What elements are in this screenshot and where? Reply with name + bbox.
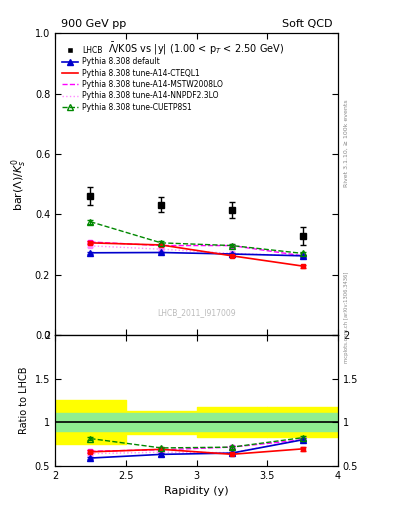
Text: LHCB_2011_I917009: LHCB_2011_I917009: [157, 308, 236, 317]
Text: Soft QCD: Soft QCD: [282, 19, 332, 29]
Legend: LHCB, Pythia 8.308 default, Pythia 8.308 tune-A14-CTEQL1, Pythia 8.308 tune-A14-: LHCB, Pythia 8.308 default, Pythia 8.308…: [62, 46, 223, 112]
Text: mcplots.cern.ch [arXiv:1306.3436]: mcplots.cern.ch [arXiv:1306.3436]: [344, 272, 349, 363]
Y-axis label: Ratio to LHCB: Ratio to LHCB: [19, 367, 29, 434]
Text: 900 GeV pp: 900 GeV pp: [61, 19, 126, 29]
Y-axis label: bar($\Lambda$)/$K^0_s$: bar($\Lambda$)/$K^0_s$: [9, 158, 29, 210]
Text: $\bar{\Lambda}$/K0S vs |y| (1.00 < p$_T$ < 2.50 GeV): $\bar{\Lambda}$/K0S vs |y| (1.00 < p$_T$…: [108, 41, 285, 57]
X-axis label: Rapidity (y): Rapidity (y): [164, 486, 229, 496]
Text: Rivet 3.1.10, ≥ 100k events: Rivet 3.1.10, ≥ 100k events: [344, 99, 349, 187]
